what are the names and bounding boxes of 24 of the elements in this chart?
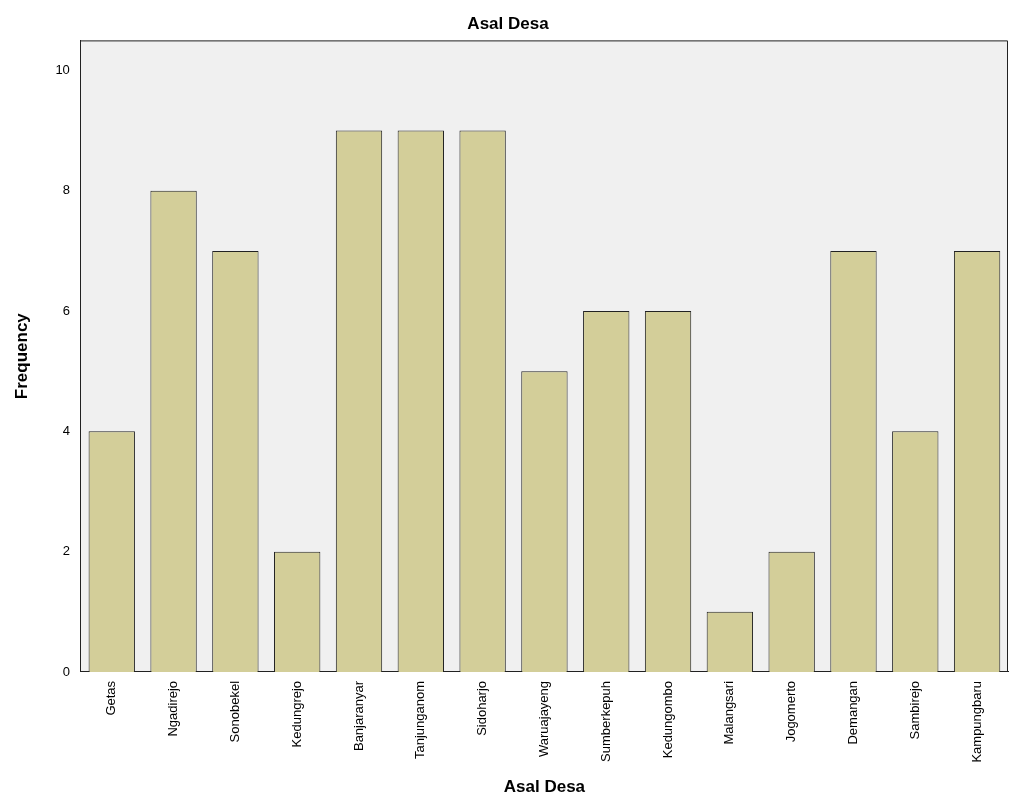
x-tick-label: Sonobekel bbox=[226, 680, 242, 743]
x-tick-label: Malangsari bbox=[721, 680, 737, 745]
y-tick-label: 2 bbox=[62, 543, 70, 559]
x-axis-title: Asal Desa bbox=[503, 777, 586, 797]
y-tick-label: 0 bbox=[62, 663, 70, 679]
x-tick-label: Jogomerto bbox=[783, 680, 799, 743]
x-tick-label: Banjaranyar bbox=[350, 680, 366, 752]
x-tick-label: Sumberkepuh bbox=[597, 680, 613, 762]
x-tick-label: Kedungrejo bbox=[288, 680, 304, 748]
y-tick-label: 6 bbox=[62, 302, 70, 318]
x-tick-label: Tanjunganom bbox=[412, 680, 428, 759]
chart-title: Asal Desa bbox=[467, 13, 550, 33]
y-tick-label: 10 bbox=[55, 62, 70, 78]
x-tick-label: Kampungbaru bbox=[968, 680, 984, 763]
x-tick-label: Getas bbox=[103, 680, 119, 716]
y-tick-label: 8 bbox=[62, 182, 70, 198]
x-tick-label: Waruajayeng bbox=[536, 680, 552, 758]
x-tick-label: Sambirejo bbox=[906, 680, 922, 740]
x-tick-label: Ngadirejo bbox=[165, 680, 181, 737]
x-tick-label: Kedungombo bbox=[659, 680, 675, 759]
y-axis-title: Frequency bbox=[11, 312, 31, 400]
x-tick-label: Demangan bbox=[845, 680, 861, 745]
x-tick-label: Sidoharjo bbox=[474, 680, 490, 736]
y-tick-label: 4 bbox=[62, 422, 70, 438]
